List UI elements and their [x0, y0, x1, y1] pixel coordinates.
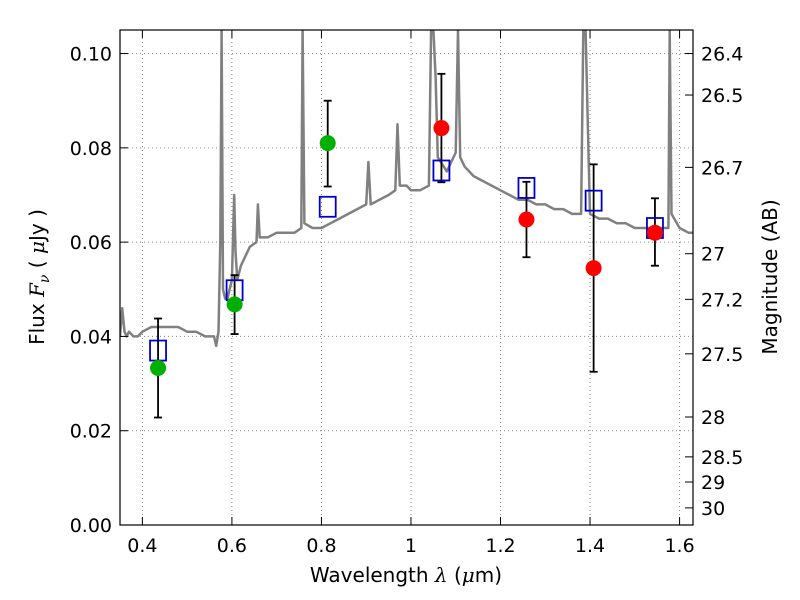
x-tick-label: 1.2 — [485, 535, 515, 557]
observed-infrared-point — [518, 211, 535, 228]
mag-tick-label: 26.4 — [701, 44, 743, 66]
y-axis-title: Flux Fν ( μJy ) — [25, 209, 53, 345]
observed-optical-point — [319, 135, 336, 152]
plot-frame — [119, 29, 694, 526]
x-tick-label: 0.6 — [217, 535, 247, 557]
grid — [120, 30, 693, 525]
x-axis-title: Wavelength λ (μm) — [310, 563, 502, 587]
mag-tick-label: 27.5 — [701, 344, 743, 366]
observed-infrared-point — [646, 224, 663, 241]
observed-optical-point — [226, 296, 243, 313]
model-photometry-marker — [517, 177, 536, 199]
mag-tick-label: 26.5 — [701, 85, 743, 107]
mag-tick-label: 27 — [701, 244, 725, 266]
observed-infrared-point — [585, 260, 602, 277]
x-tick-label: 1.6 — [664, 535, 694, 557]
plot-background — [120, 30, 693, 525]
y-tick-label: 0.02 — [70, 421, 112, 443]
y-tick-label: 0.06 — [70, 232, 112, 254]
tick-labels: 0.4 0.6 0.8 1 1.2 1.4 1.6 0.00 0.02 0.04 0.06 0.08 0… — [70, 44, 744, 557]
y-tick-label: 0.04 — [70, 326, 112, 348]
observed-photometry — [150, 120, 663, 377]
model-photometry-marker — [584, 189, 603, 212]
observed-infrared-point — [433, 120, 450, 137]
y-tick-label: 0.00 — [70, 515, 112, 537]
x-tick-label: 1.4 — [575, 535, 605, 557]
y-tick-label: 0.08 — [70, 138, 112, 160]
y2-axis-title: Magnitude (AB) — [758, 199, 782, 354]
mag-tick-label: 29 — [701, 472, 725, 494]
mag-tick-label: 28 — [701, 407, 725, 429]
mag-tick-label: 28.5 — [701, 447, 743, 469]
spectrum-line — [120, 30, 693, 348]
x-tick-label: 0.8 — [306, 535, 336, 557]
observed-optical-point — [150, 360, 167, 377]
ticks — [120, 30, 693, 526]
x-tick-label: 1 — [405, 535, 417, 557]
x-tick-label: 0.4 — [127, 535, 157, 557]
model-photometry-marker — [318, 195, 337, 218]
model-spectrum — [120, 30, 693, 348]
mag-tick-label: 27.2 — [701, 289, 743, 311]
mag-tick-label: 26.7 — [701, 157, 743, 179]
model-photometry-marker — [432, 159, 451, 182]
y-tick-label: 0.10 — [70, 44, 112, 66]
mag-tick-label: 30 — [701, 498, 725, 520]
